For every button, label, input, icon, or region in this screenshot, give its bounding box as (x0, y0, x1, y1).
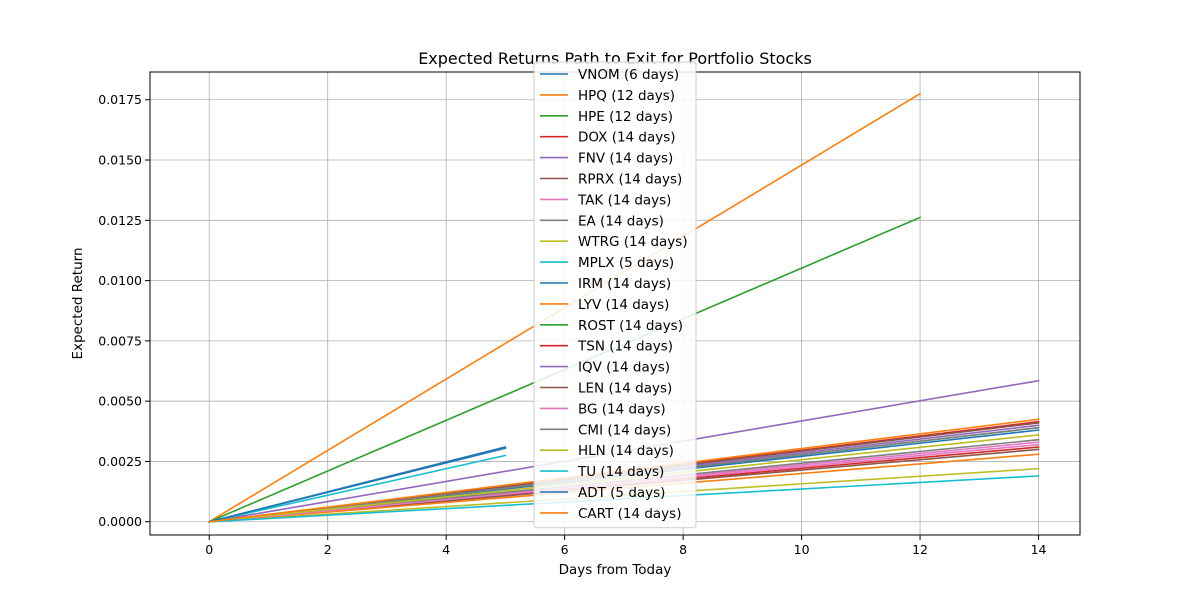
legend-entry: CMI (14 days) (578, 422, 671, 438)
legend-entry: ROST (14 days) (578, 318, 683, 334)
y-tick-label: 0.0100 (98, 273, 142, 288)
legend-entry: ADT (5 days) (578, 485, 665, 501)
x-axis-title: Days from Today (559, 562, 672, 578)
legend-entry: IRM (14 days) (578, 276, 671, 292)
y-tick-label: 0.0150 (98, 153, 142, 168)
legend-entry: LEN (14 days) (578, 381, 672, 397)
x-tick-label: 2 (324, 542, 332, 557)
legend-entry: HLN (14 days) (578, 443, 674, 459)
legend-entry: RPRX (14 days) (578, 172, 682, 188)
legend-entry: LYV (14 days) (578, 297, 669, 313)
legend-entry: WTRG (14 days) (578, 234, 688, 250)
legend-entry: DOX (14 days) (578, 130, 676, 146)
y-tick-label: 0.0125 (98, 213, 142, 228)
y-tick-label: 0.0000 (98, 514, 142, 529)
chart-title: Expected Returns Path to Exit for Portfo… (418, 49, 812, 68)
y-axis-ticks: 0.0000 0.0025 0.0050 0.0075 0.0100 0.0125 0.01… (98, 92, 150, 529)
legend-entry: HPE (12 days) (578, 109, 673, 125)
legend-entry: BG (14 days) (578, 401, 666, 417)
legend-box (533, 61, 697, 529)
y-tick-label: 0.0175 (98, 92, 142, 107)
legend-entry: HPQ (12 days) (578, 88, 675, 104)
x-tick-label: 8 (679, 542, 687, 557)
legend-entry: CART (14 days) (578, 506, 681, 522)
legend: VNOM (6 days) HPQ (12 days) HPE (12 days) D… (533, 61, 697, 529)
legend-entry: TAK (14 days) (577, 192, 671, 208)
legend-entry: TU (14 days) (577, 464, 664, 480)
series-line (208, 454, 507, 523)
y-tick-label: 0.0050 (98, 394, 142, 409)
x-tick-label: 14 (1031, 542, 1047, 557)
y-tick-label: 0.0075 (98, 333, 142, 348)
x-tick-label: 10 (794, 542, 810, 557)
x-tick-label: 12 (912, 542, 928, 557)
x-tick-label: 4 (442, 542, 450, 557)
series-line (208, 446, 507, 523)
legend-entry: VNOM (6 days) (578, 67, 679, 83)
legend-entry: TSN (14 days) (577, 339, 673, 355)
legend-entry: MPLX (5 days) (578, 255, 674, 271)
y-axis-title: Expected Return (70, 247, 86, 359)
x-axis-ticks: 0 2 4 6 8 10 12 14 (205, 535, 1047, 557)
y-tick-label: 0.0025 (98, 454, 142, 469)
legend-entry: EA (14 days) (578, 213, 664, 229)
x-tick-label: 0 (205, 542, 213, 557)
legend-entry: FNV (14 days) (578, 151, 673, 167)
legend-entry: IQV (14 days) (578, 360, 670, 376)
x-tick-label: 6 (561, 542, 569, 557)
